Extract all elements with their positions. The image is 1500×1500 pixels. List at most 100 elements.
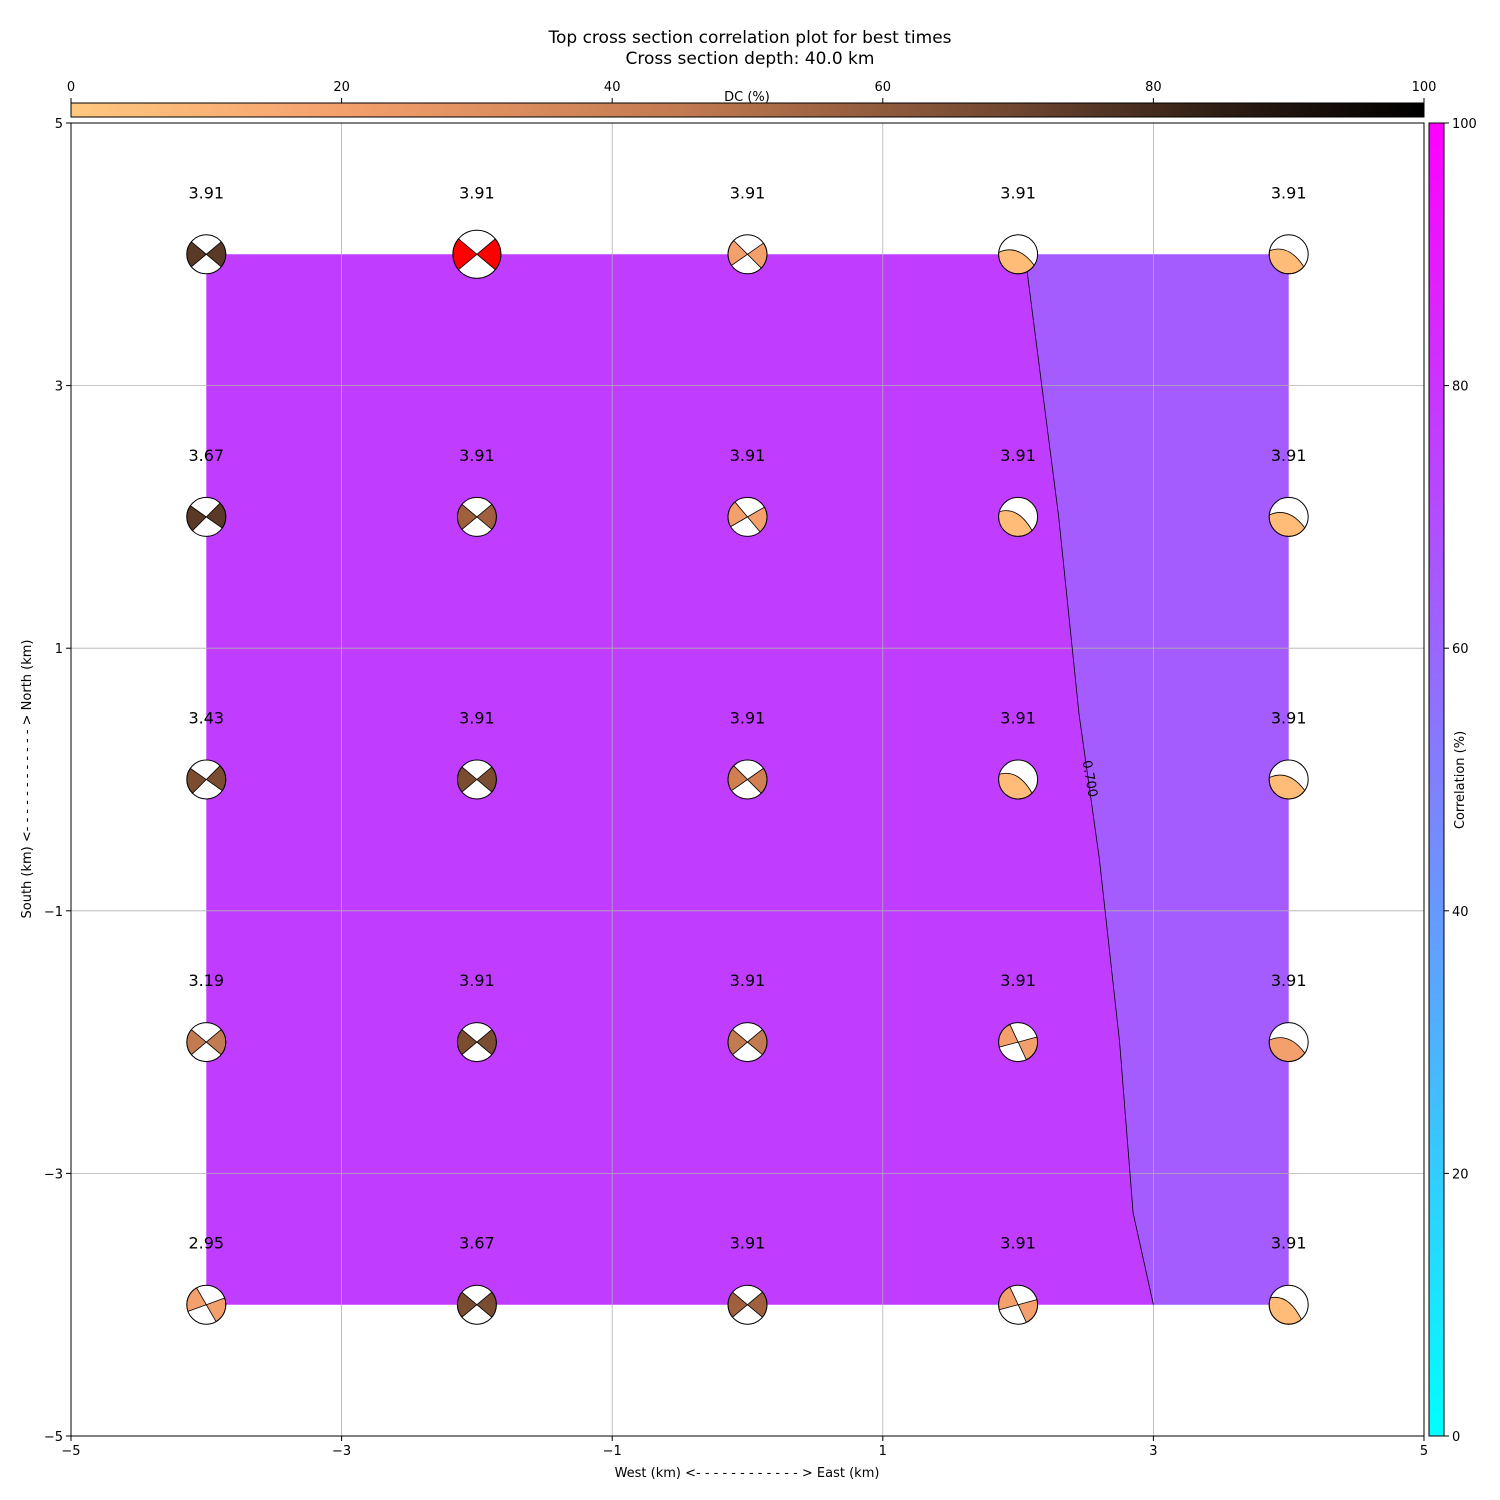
beachball-outline (727, 1284, 768, 1325)
contour-label: 0.700 (1079, 759, 1100, 798)
beachball-value-label: 3.91 (1000, 971, 1036, 990)
beachball-value-label: 3.67 (188, 446, 224, 465)
beachball-outline (186, 759, 227, 800)
beachball: 3.91 (456, 971, 497, 1063)
chart-subtitle: Cross section depth: 40.0 km (626, 49, 875, 69)
x-tick-label: −1 (603, 1444, 622, 1459)
beachball-value-label: 2.95 (188, 1234, 224, 1253)
x-tick-label: 5 (1420, 1444, 1428, 1459)
beachball-outline (998, 1284, 1039, 1325)
x-tick-label: 1 (879, 1444, 887, 1459)
beachball-outline (998, 1022, 1039, 1063)
beachball-outline (186, 234, 227, 275)
correlation-tick-label: 60 (1452, 642, 1469, 657)
dc-tick-label: 0 (67, 80, 75, 95)
beachball: 3.91 (452, 183, 502, 279)
x-axis-ticks: −5 −3 −1 1 3 5 (61, 1436, 1428, 1459)
correlation-colorbar-gradient (1428, 122, 1445, 1437)
beachball: 3.91 (456, 446, 497, 537)
correlation-tick-label: 100 (1452, 117, 1477, 132)
beachball: 3.91 (1268, 971, 1309, 1063)
beachball-outline (727, 496, 768, 537)
beachball: 3.91 (1268, 1234, 1309, 1325)
plot-area: 0.700 3.91 3.91 3.91 3.91 3.913.67 3.91 3.91 3.… (44, 117, 1428, 1459)
correlation-region-high (206, 254, 1154, 1305)
beachball-value-label: 3.91 (1271, 183, 1307, 202)
beachball-value-label: 3.91 (1000, 1234, 1036, 1253)
y-axis-label: South (km) <- - - - - - - - - - - - > No… (20, 639, 35, 918)
chart-title: Top cross section correlation plot for b… (547, 28, 951, 48)
beachball: 3.91 (727, 446, 768, 537)
dc-colorbar-ticks: 0 20 40 60 80 100 (67, 80, 1436, 103)
beachball-value-label: 3.91 (1000, 183, 1036, 202)
y-tick-label: 5 (55, 117, 63, 132)
correlation-colorbar: 0 20 40 60 80 100 Correlation (%) (1428, 117, 1477, 1445)
beachball-outline (456, 1284, 497, 1325)
beachball: 3.91 (998, 183, 1039, 275)
y-tick-label: 1 (55, 642, 63, 657)
correlation-colorbar-label: Correlation (%) (1453, 731, 1468, 829)
beachball: 3.91 (998, 1234, 1039, 1325)
beachball-value-label: 3.91 (1000, 446, 1036, 465)
dc-tick-label: 60 (875, 80, 892, 95)
beachball-value-label: 3.91 (1000, 709, 1036, 728)
beachball-outline (1268, 759, 1309, 800)
y-tick-label: −5 (44, 1430, 63, 1445)
beachball: 2.95 (186, 1234, 227, 1325)
x-tick-label: 3 (1149, 1444, 1157, 1459)
dc-tick-label: 20 (333, 80, 350, 95)
beachball-value-label: 3.91 (459, 446, 495, 465)
beachball: 3.91 (998, 971, 1039, 1063)
x-axis-label: West (km) <- - - - - - - - - - - - > Eas… (615, 1466, 880, 1481)
y-tick-label: −3 (44, 1167, 63, 1182)
beachball-outline (1268, 1284, 1309, 1325)
beachball-value-label: 3.91 (730, 183, 766, 202)
beachball: 3.91 (186, 183, 227, 275)
correlation-tick-label: 80 (1452, 380, 1469, 395)
beachball: 3.91 (727, 183, 768, 275)
beachball-outline (186, 496, 227, 537)
y-tick-label: 3 (55, 380, 63, 395)
beachball: 3.91 (1268, 709, 1309, 800)
beachball-value-label: 3.91 (459, 709, 495, 728)
beachball: 3.91 (727, 709, 768, 800)
y-axis-ticks: −5 −3 −1 1 3 5 (44, 117, 71, 1445)
grid-lines (71, 123, 1424, 1436)
beachball-outline (1268, 496, 1309, 537)
x-tick-label: −3 (332, 1444, 351, 1459)
beachball-outline (456, 496, 497, 537)
beachball-value-label: 3.91 (730, 446, 766, 465)
beachball-value-label: 3.91 (1271, 971, 1307, 990)
beachball: 3.67 (186, 446, 227, 537)
beachball: 3.43 (186, 709, 227, 800)
beachball-outline (452, 229, 502, 279)
beachball-outline (1268, 234, 1309, 275)
beachball-outline (727, 1022, 768, 1063)
beachball-value-label: 3.91 (730, 709, 766, 728)
correlation-region-low (1024, 254, 1289, 1305)
beachball: 3.91 (998, 709, 1039, 800)
beachball-value-label: 3.91 (188, 183, 224, 202)
beachball: 3.91 (998, 446, 1039, 537)
beachball-value-label: 3.19 (188, 971, 224, 990)
beachball-value-label: 3.91 (730, 971, 766, 990)
correlation-tick-label: 40 (1452, 905, 1469, 920)
beachball-value-label: 3.43 (188, 709, 224, 728)
beachball: 3.19 (186, 971, 227, 1063)
beachball-outline (998, 496, 1039, 537)
beachball: 3.67 (456, 1234, 497, 1325)
beachballs: 3.91 3.91 3.91 3.91 3.91 3.67 3.91 3.91 3.91 3.91… (186, 183, 1309, 1325)
dc-tick-label: 40 (604, 80, 621, 95)
dc-tick-label: 80 (1145, 80, 1162, 95)
contour-line (1024, 254, 1154, 1305)
beachball-outline (186, 1284, 227, 1325)
correlation-tick-label: 0 (1452, 1430, 1460, 1445)
plot-frame (70, 122, 1425, 1437)
x-tick-label: −5 (61, 1444, 80, 1459)
beachball-outline (456, 1022, 497, 1063)
beachball-value-label: 3.91 (459, 183, 495, 202)
beachball-outline (727, 234, 768, 275)
beachball: 3.91 (1268, 183, 1309, 275)
dc-colorbar: DC (%) 0 20 40 60 80 100 (67, 80, 1436, 118)
